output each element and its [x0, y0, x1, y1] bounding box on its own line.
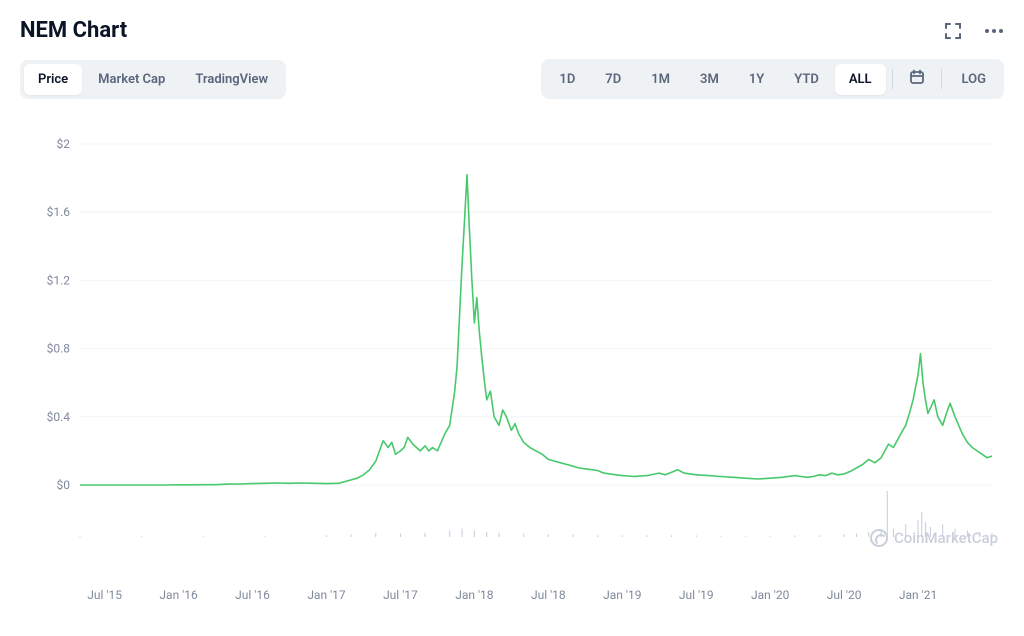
more-icon[interactable]: [984, 28, 1004, 34]
x-tick-label: Jul '17: [383, 588, 418, 602]
timeframe-1m[interactable]: 1M: [637, 64, 684, 95]
chart-title: NEM Chart: [20, 18, 127, 43]
y-tick-label: $1.6: [47, 205, 71, 219]
segment-divider: [941, 69, 942, 89]
chart-area: $0 $0.4 $0.8 $1.2 $1.6 $2 Jul '15 Jan '16 Jul '1…: [20, 117, 1004, 617]
seg-price[interactable]: Price: [24, 64, 82, 95]
seg-tradingview[interactable]: TradingView: [181, 64, 282, 95]
fullscreen-icon[interactable]: [944, 22, 962, 40]
x-tick-label: Jan '16: [159, 588, 198, 602]
y-tick-label: $0.8: [47, 342, 71, 356]
scale-log-button[interactable]: LOG: [948, 64, 1000, 95]
price-line: [80, 175, 992, 485]
y-tick-label: $2: [57, 137, 71, 151]
x-tick-label: Jul '18: [531, 588, 566, 602]
seg-marketcap[interactable]: Market Cap: [84, 64, 179, 95]
timeframe-ytd[interactable]: YTD: [780, 64, 833, 95]
watermark-text: CoinMarketCap: [894, 529, 998, 547]
view-type-segments: PriceMarket CapTradingView: [20, 60, 286, 99]
watermark-logo-icon: [870, 529, 888, 547]
watermark: CoinMarketCap: [870, 529, 998, 547]
x-tick-label: Jan '17: [307, 588, 346, 602]
x-tick-label: Jan '20: [751, 588, 790, 602]
timeframe-3m[interactable]: 3M: [686, 64, 733, 95]
x-tick-label: Jan '21: [899, 588, 937, 602]
chart-toolbar: PriceMarket CapTradingView 1D7D1M3M1YYTD…: [0, 55, 1024, 109]
calendar-icon[interactable]: [899, 63, 935, 95]
price-chart-svg: $0 $0.4 $0.8 $1.2 $1.6 $2 Jul '15 Jan '16 Jul '1…: [20, 117, 1004, 617]
header-actions: [944, 22, 1004, 40]
timeframe-all[interactable]: ALL: [835, 64, 886, 95]
timeframe-segments: 1D7D1M3M1YYTDALL LOG: [541, 59, 1004, 99]
x-tick-label: Jul '15: [87, 588, 122, 602]
chart-header: NEM Chart: [0, 0, 1024, 55]
timeframe-1y[interactable]: 1Y: [735, 64, 778, 95]
x-tick-label: Jul '20: [827, 588, 862, 602]
timeframe-1d[interactable]: 1D: [545, 64, 589, 95]
timeframe-7d[interactable]: 7D: [591, 64, 635, 95]
x-tick-label: Jan '19: [603, 588, 641, 602]
y-tick-label: $1.2: [47, 273, 71, 287]
x-tick-label: Jan '18: [455, 588, 494, 602]
x-tick-label: Jul '19: [679, 588, 714, 602]
segment-divider: [892, 69, 893, 89]
y-tick-label: $0: [57, 478, 71, 492]
y-tick-label: $0.4: [47, 410, 71, 424]
x-tick-label: Jul '16: [235, 588, 270, 602]
